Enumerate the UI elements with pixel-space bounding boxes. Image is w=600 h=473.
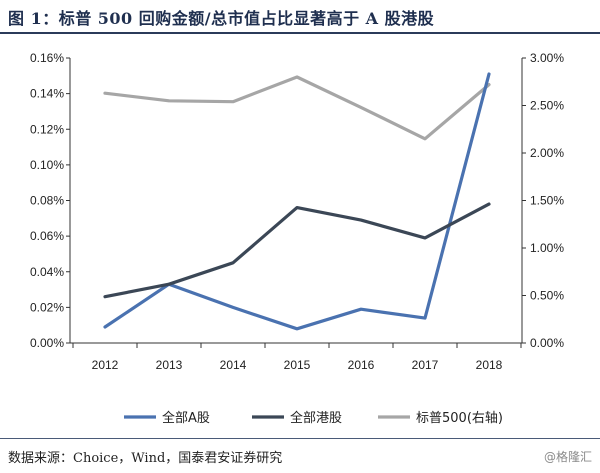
series-line-2: [103, 75, 491, 141]
left-tick-label: 0.10%: [30, 158, 64, 172]
right-tick-label: 0.00%: [530, 336, 564, 350]
line-chart: 0.00% 0.02% 0.04% 0.06% 0.08% 0.10% 0.12% 0.14%…: [30, 51, 564, 426]
x-tick-label: 2016: [348, 358, 375, 372]
legend: 全部A股 全部港股 标普500(右轴): [124, 410, 503, 426]
source-note: 数据来源：Choice，Wind，国泰君安证券研究: [8, 451, 283, 466]
left-tick-label: 0.04%: [30, 265, 64, 279]
legend-label-2: 标普500(右轴): [416, 411, 503, 426]
x-tick-label: 2013: [156, 358, 183, 372]
title-underline: [0, 32, 600, 34]
right-tick-label: 1.00%: [530, 241, 564, 255]
title-bar: 图 1：标普 500 回购金额/总市值占比显著高于 A 股港股: [0, 0, 600, 36]
right-tick-label: 3.00%: [530, 51, 564, 65]
x-axis: 2012 2013 2014 2015 2016 2017 2018: [70, 342, 522, 372]
watermark: @格隆汇: [543, 450, 592, 464]
left-tick-label: 0.00%: [30, 336, 64, 350]
right-tick-label: 1.50%: [530, 194, 564, 208]
x-tick-label: 2014: [220, 358, 247, 372]
right-tick-label: 2.00%: [530, 146, 564, 160]
series-lines: [103, 72, 491, 331]
x-tick-label: 2015: [284, 358, 311, 372]
x-tick-label: 2012: [92, 358, 119, 372]
x-tick-label: 2018: [476, 358, 503, 372]
left-tick-label: 0.02%: [30, 300, 64, 314]
right-tick-label: 0.50%: [530, 289, 564, 303]
right-tick-label: 2.50%: [530, 99, 564, 113]
left-tick-label: 0.06%: [30, 229, 64, 243]
source-divider: [0, 438, 600, 439]
left-axis: 0.00% 0.02% 0.04% 0.06% 0.08% 0.10% 0.12% 0.14%…: [30, 51, 71, 350]
series-line-1: [103, 202, 491, 299]
x-tick-label: 2017: [412, 358, 439, 372]
left-tick-label: 0.14%: [30, 87, 64, 101]
series-line-0: [103, 72, 491, 331]
left-tick-label: 0.08%: [30, 194, 64, 208]
legend-label-1: 全部港股: [290, 410, 342, 426]
legend-label-0: 全部A股: [162, 410, 210, 426]
chart-title: 图 1：标普 500 回购金额/总市值占比显著高于 A 股港股: [8, 9, 435, 28]
left-tick-label: 0.16%: [30, 51, 64, 65]
right-axis: 0.00% 0.50% 1.00% 1.50% 2.00% 2.50% 3.00%: [521, 51, 564, 350]
left-tick-label: 0.12%: [30, 122, 64, 136]
